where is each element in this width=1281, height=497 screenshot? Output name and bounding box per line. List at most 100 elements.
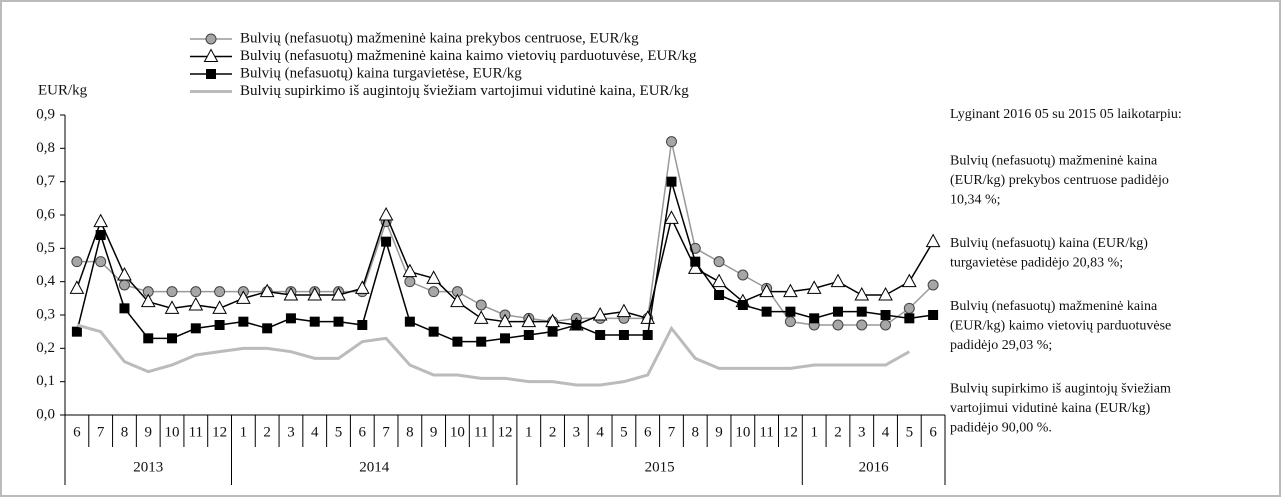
note-text: Bulvių supirkimo iš augintojų šviežiam — [950, 382, 1171, 397]
point — [927, 279, 939, 291]
x-tick-label: 9 — [430, 424, 438, 440]
point — [523, 330, 534, 340]
x-tick-label: 1 — [810, 424, 818, 440]
point — [378, 206, 394, 221]
point — [238, 316, 249, 327]
x-tick-label: 11 — [759, 424, 773, 440]
point — [809, 313, 820, 324]
point — [71, 326, 82, 337]
y-tick-label: 0,9 — [36, 106, 55, 122]
year-label: 2015 — [645, 459, 675, 475]
x-tick-label: 12 — [212, 424, 227, 440]
y-tick-label: 0,3 — [36, 306, 55, 322]
point — [212, 300, 227, 314]
point — [333, 316, 344, 327]
point — [500, 333, 510, 344]
point — [93, 213, 109, 228]
note-text: Bulvių (nefasuotų) mažmeninė kaina — [950, 154, 1158, 169]
x-tick-label: 12 — [783, 424, 798, 440]
x-tick-label: 9 — [715, 424, 723, 440]
x-tick-label: 5 — [906, 424, 914, 440]
point — [167, 333, 178, 344]
note-text: Bulvių (nefasuotų) kaina (EUR/kg) — [950, 236, 1148, 251]
point — [404, 276, 416, 288]
x-tick-label: 4 — [311, 424, 319, 440]
point — [262, 323, 273, 334]
x-tick-label: 2 — [263, 424, 271, 440]
x-tick-label: 7 — [97, 424, 105, 440]
note-text: (EUR/kg) kaimo vietovių parduotuvėse — [950, 319, 1171, 334]
point — [642, 330, 653, 340]
point — [190, 323, 201, 334]
point — [452, 336, 463, 347]
point — [711, 273, 727, 288]
point — [404, 316, 415, 327]
point — [856, 306, 867, 317]
y-tick-label: 0,1 — [36, 373, 55, 389]
point — [307, 286, 323, 301]
point — [309, 316, 320, 327]
y-tick-label: 0,7 — [36, 173, 55, 189]
x-tick-label: 3 — [858, 424, 866, 440]
point — [547, 326, 558, 337]
note-text: 10,34 %; — [950, 193, 1001, 208]
point — [616, 303, 632, 318]
point — [164, 300, 180, 314]
point — [476, 336, 487, 347]
series-line — [76, 212, 934, 326]
point — [71, 256, 83, 268]
series-line — [76, 323, 911, 387]
x-tick-label: 2 — [549, 424, 557, 440]
x-tick-label: 5 — [335, 424, 343, 440]
point — [214, 286, 226, 298]
x-tick-label: 1 — [240, 424, 248, 440]
point — [571, 320, 582, 330]
point — [761, 306, 772, 317]
point — [190, 286, 202, 298]
point — [381, 236, 392, 247]
point — [473, 310, 489, 324]
point — [117, 266, 132, 281]
x-tick-label: 2 — [834, 424, 842, 440]
x-tick-label: 11 — [474, 424, 488, 440]
point — [95, 256, 107, 268]
legend-marker — [205, 33, 217, 45]
x-tick-label: 3 — [573, 424, 581, 440]
point — [854, 286, 870, 301]
point — [665, 136, 677, 148]
point — [428, 326, 439, 337]
x-tick-label: 10 — [165, 424, 180, 440]
point — [450, 293, 465, 308]
point — [714, 290, 725, 300]
point — [592, 306, 608, 321]
x-tick-label: 1 — [525, 424, 533, 440]
point — [95, 230, 106, 240]
point — [759, 283, 774, 298]
note-text: padidėjo 29,03 %; — [950, 338, 1052, 353]
point — [878, 286, 893, 301]
legend-label: Bulvių (nefasuotų) mažmeninė kaina preky… — [240, 30, 639, 46]
y-tick-label: 0,2 — [36, 340, 55, 356]
y-axis-label: EUR/kg — [38, 82, 88, 98]
point — [475, 299, 487, 311]
point — [402, 263, 418, 278]
point — [832, 306, 843, 317]
note-text: turgavietėse padidėjo 20,83 %; — [950, 256, 1123, 271]
point — [214, 320, 225, 330]
legend-marker — [203, 48, 219, 62]
x-tick-label: 7 — [668, 424, 676, 440]
x-tick-label: 11 — [189, 424, 203, 440]
note-text: (EUR/kg) prekybos centruose padidėjo — [950, 173, 1169, 188]
point — [856, 319, 868, 331]
point — [713, 256, 725, 268]
x-tick-label: 4 — [882, 424, 890, 440]
point — [737, 300, 748, 310]
x-tick-label: 6 — [644, 424, 652, 440]
point — [331, 286, 346, 301]
point — [737, 269, 749, 281]
note-text: Lyginant 2016 05 su 2015 05 laikotarpiu: — [950, 107, 1182, 122]
x-tick-label: 10 — [450, 424, 465, 440]
point — [783, 283, 798, 298]
point — [143, 333, 154, 344]
